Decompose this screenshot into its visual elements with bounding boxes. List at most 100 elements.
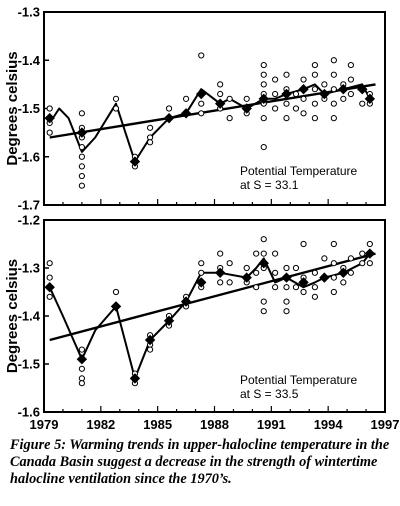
observation-point [283,264,290,272]
observation-point [272,284,279,291]
yearly-mean-marker [298,277,309,288]
yearly-mean-marker [129,373,141,384]
yearly-mean-marker [163,315,175,327]
yearly-mean-marker [110,301,122,312]
observation-point [347,61,354,69]
yearly-mean-marker [196,88,207,100]
observation-point [311,71,319,78]
observation-point [283,71,290,78]
observation-point [300,288,307,296]
observation-point [292,105,300,112]
annotation-text: at S = 33.5 [240,387,299,401]
yearly-mean-marker [298,83,309,95]
observation-point [46,129,53,136]
observation-point [217,279,224,286]
y-axis-label: Degrees celsius [4,51,21,165]
observation-point [198,260,205,267]
yearly-mean-marker [338,267,349,279]
observation-point [112,105,120,112]
observation-point [253,269,260,276]
observation-point [359,250,366,257]
yearly-mean-marker [258,93,269,105]
yearly-mean-marker [163,112,175,124]
observation-point [283,100,290,107]
observation-point [330,100,337,107]
observation-point [217,81,224,88]
observation-point [78,163,85,170]
observation-point [311,293,319,300]
observation-point [292,284,300,291]
observation-point [272,269,279,276]
observation-point [340,279,347,286]
observation-point [260,61,267,69]
yearly-mean-marker [196,277,207,288]
figure-caption: Figure 5: Warming trends in upper-halocl… [10,437,390,487]
yearly-mean-marker [338,83,349,95]
yearly-mean-marker [319,272,330,283]
observation-point [260,71,267,78]
annotation-text: at S = 33.1 [240,178,299,192]
observation-point [78,346,85,353]
observation-point [260,236,267,243]
x-tick-label: 1982 [86,417,115,432]
observation-point [311,61,319,69]
observation-point [347,255,354,262]
x-tick-label: 1997 [371,417,400,432]
observation-point [321,255,328,262]
yearly-mean-marker [129,156,141,167]
annotation-text: Potential Temperature [240,164,358,178]
yearly-mean-marker [76,353,88,365]
observation-point [330,71,337,78]
observation-point [226,95,233,102]
observation-point [311,284,319,291]
observation-point [330,57,337,64]
observation-point [300,76,307,83]
observation-point [321,81,328,88]
observation-point [112,288,120,296]
observation-point [146,139,154,146]
observation-point [330,260,337,267]
observation-point [78,172,85,180]
x-tick-label: 1979 [30,417,59,432]
yearly-mean-marker [241,103,252,114]
observation-point [165,105,173,112]
observation-point [46,293,53,300]
observation-point [253,250,260,257]
observation-point [283,308,290,315]
observation-point [272,76,279,83]
observation-point [300,240,307,248]
trend-line [49,252,376,342]
observation-point [300,95,307,102]
observation-point [283,298,290,305]
observation-point [260,250,267,257]
yearly-mean-marker [364,248,376,259]
y-tick-label: -1.6 [18,149,40,164]
observation-point [300,110,307,117]
yearly-mean-marker [144,334,156,346]
yearly-mean-marker [364,93,376,105]
observation-point [243,264,250,272]
observation-point [260,115,267,122]
observation-point [292,90,300,98]
x-tick-label: 1994 [314,417,344,432]
yearly-mean-marker [319,88,330,100]
observation-point [226,260,233,267]
y-tick-label: -1.2 [18,213,40,228]
observation-point [311,269,319,276]
y-tick-label: -1.4 [18,53,41,68]
observation-point [46,260,53,267]
observation-point [78,144,85,151]
observation-point [347,90,354,98]
yearly-mean-marker [180,108,192,119]
observation-point [112,95,120,102]
y-tick-label: -1.7 [18,198,40,213]
observation-point [330,86,337,93]
x-tick-label: 1985 [143,417,172,432]
observation-point [253,284,260,291]
yearly-mean-marker [281,272,292,283]
yearly-mean-marker [214,267,226,279]
annotation-text: Potential Temperature [240,373,358,387]
observation-point [78,110,85,117]
y-tick-label: -1.4 [18,309,41,324]
observation-point [46,274,53,281]
